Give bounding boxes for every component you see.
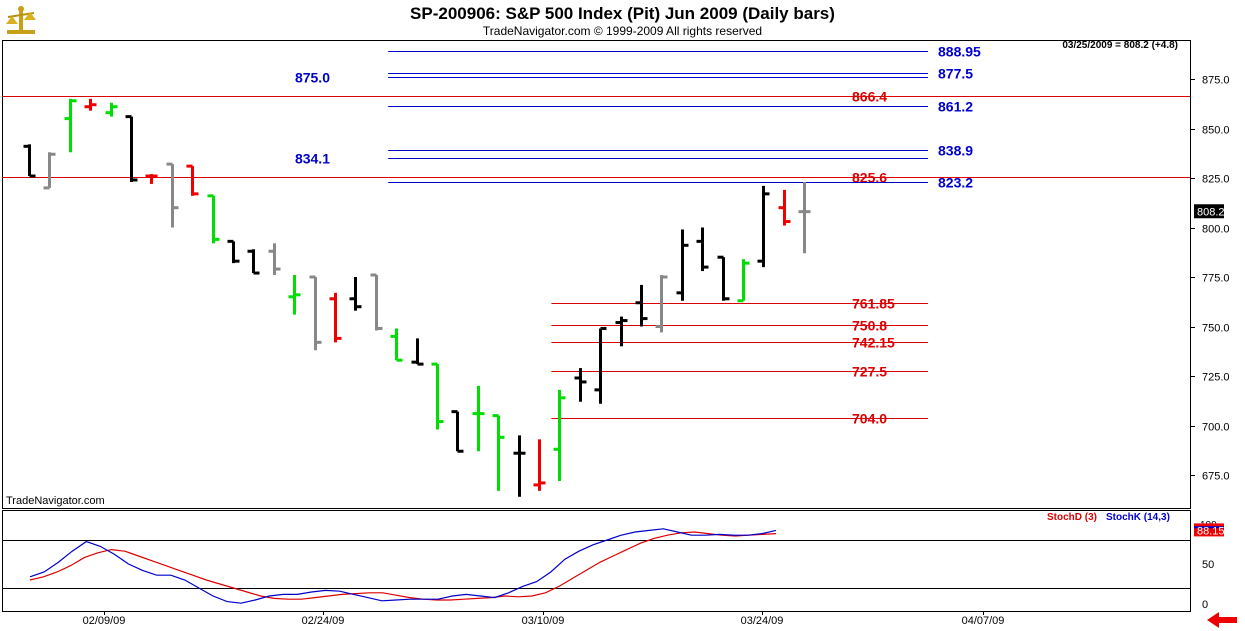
level-label: 704.0 bbox=[852, 411, 887, 427]
level-label: 825.6 bbox=[852, 170, 887, 186]
last-price-label: 808.2 bbox=[1197, 206, 1225, 218]
ohlc-bar bbox=[533, 439, 546, 491]
stoch-tick-label: 0 bbox=[1202, 599, 1208, 611]
y-tick-label: 800.0 bbox=[1202, 224, 1230, 236]
x-tick-label: 04/07/09 bbox=[962, 615, 1005, 627]
chart-title: SP-200906: S&P 500 Index (Pit) Jun 2009 … bbox=[410, 4, 835, 23]
ohlc-bar bbox=[717, 255, 730, 301]
ohlc-bar bbox=[411, 338, 424, 366]
ohlc-bar bbox=[696, 227, 709, 272]
ohlc-bar bbox=[329, 292, 342, 343]
ohlc-bar bbox=[23, 144, 36, 178]
stoch-last-value: 88.15 bbox=[1197, 525, 1225, 537]
ohlc-bar bbox=[309, 275, 322, 351]
ohlc-bar bbox=[655, 275, 668, 333]
price-panel-frame bbox=[2, 40, 1191, 509]
ohlc-bar bbox=[370, 273, 383, 331]
last-price-box bbox=[1194, 204, 1224, 219]
ohlc-bar bbox=[84, 98, 97, 111]
ohlc-bar bbox=[431, 362, 444, 430]
level-label: 823.2 bbox=[938, 175, 973, 191]
last-quote: 03/25/2009 = 808.2 (+4.8) bbox=[1062, 40, 1178, 51]
y-tick-label: 850.0 bbox=[1202, 125, 1230, 137]
ohlc-bar bbox=[166, 162, 179, 228]
ohlc-bar bbox=[472, 385, 485, 452]
ohlc-bar bbox=[737, 259, 750, 303]
ohlc-bar bbox=[43, 152, 56, 190]
stoch-series-line bbox=[29, 531, 777, 601]
ohlc-bar bbox=[207, 194, 220, 244]
ohlc-bar bbox=[676, 229, 689, 301]
date-axis: 02/09/09 02/24/09 03/10/09 03/24/09 04/07/09 bbox=[83, 611, 1005, 627]
level-label: 875.0 bbox=[295, 70, 330, 86]
x-tick-label: 02/24/09 bbox=[302, 615, 345, 627]
level-label: 761.85 bbox=[852, 296, 895, 312]
ohlc-bar bbox=[635, 284, 648, 327]
ohlc-bar bbox=[492, 414, 505, 491]
level-label: 750.8 bbox=[852, 318, 887, 334]
x-tick-label: 03/24/09 bbox=[741, 615, 784, 627]
legend-stoch-k: StochK (14,3) bbox=[1106, 512, 1170, 523]
ohlc-bar bbox=[186, 164, 199, 196]
y-tick-label: 775.0 bbox=[1202, 273, 1230, 285]
y-tick-label: 750.0 bbox=[1202, 323, 1230, 335]
ohlc-bar bbox=[798, 181, 811, 254]
stoch-series-line bbox=[29, 528, 777, 604]
ohlc-bar bbox=[227, 239, 240, 264]
ohlc-bar bbox=[574, 368, 587, 402]
level-label: 727.5 bbox=[852, 364, 887, 380]
y-tick-label: 875.0 bbox=[1202, 75, 1230, 87]
ohlc-bar bbox=[615, 316, 628, 347]
ohlc-bar bbox=[553, 389, 566, 481]
ohlc-bar bbox=[145, 174, 158, 184]
copyright-text: TradeNavigator.com © 1999-2009 All right… bbox=[482, 24, 763, 38]
level-label: 834.1 bbox=[295, 151, 330, 167]
y-tick-label: 725.0 bbox=[1202, 372, 1230, 384]
scroll-right-arrow-icon[interactable] bbox=[1205, 611, 1239, 629]
chart-header: SP-200906: S&P 500 Index (Pit) Jun 2009 … bbox=[0, 0, 1245, 40]
ohlc-bar bbox=[125, 115, 138, 182]
watermark: TradeNavigator.com bbox=[6, 495, 105, 507]
y-tick-label: 675.0 bbox=[1202, 471, 1230, 483]
price-levels: 888.95 877.5 875.0 866.4 861.2 838.9 834.1 825.… bbox=[2, 44, 1190, 427]
price-axis: 675.0 700.0 725.0 750.0 775.0 800.0 825.0 850.0… bbox=[1190, 75, 1230, 483]
level-label: 838.9 bbox=[938, 143, 973, 159]
level-label: 861.2 bbox=[938, 99, 973, 115]
ohlc-bar bbox=[594, 326, 607, 404]
y-tick-label: 825.0 bbox=[1202, 174, 1230, 186]
legend-stoch-d: StochD (3) bbox=[1047, 512, 1097, 523]
ohlc-bar bbox=[778, 189, 791, 226]
level-label: 742.15 bbox=[852, 335, 895, 351]
stoch-panel-frame bbox=[2, 510, 1191, 612]
x-tick-label: 02/09/09 bbox=[83, 615, 126, 627]
ohlc-bar bbox=[64, 98, 77, 153]
stoch-tick-label: 50 bbox=[1202, 559, 1214, 571]
ohlc-bar bbox=[451, 410, 464, 453]
level-label: 866.4 bbox=[852, 89, 887, 105]
level-label: 888.95 bbox=[938, 44, 981, 60]
ohlc-bar bbox=[247, 249, 260, 275]
ohlc-bar bbox=[390, 328, 403, 362]
x-tick-label: 03/10/09 bbox=[522, 615, 565, 627]
ohlc-bar bbox=[288, 275, 301, 315]
scale-logo-icon bbox=[6, 6, 36, 34]
ohlc-bar bbox=[349, 277, 362, 311]
ohlc-bar bbox=[268, 243, 281, 276]
ohlc-bars bbox=[23, 98, 811, 497]
ohlc-bar bbox=[105, 102, 118, 117]
level-label: 877.5 bbox=[938, 66, 973, 82]
y-tick-label: 700.0 bbox=[1202, 422, 1230, 434]
ohlc-bar bbox=[757, 185, 770, 268]
ohlc-bar bbox=[513, 435, 526, 497]
